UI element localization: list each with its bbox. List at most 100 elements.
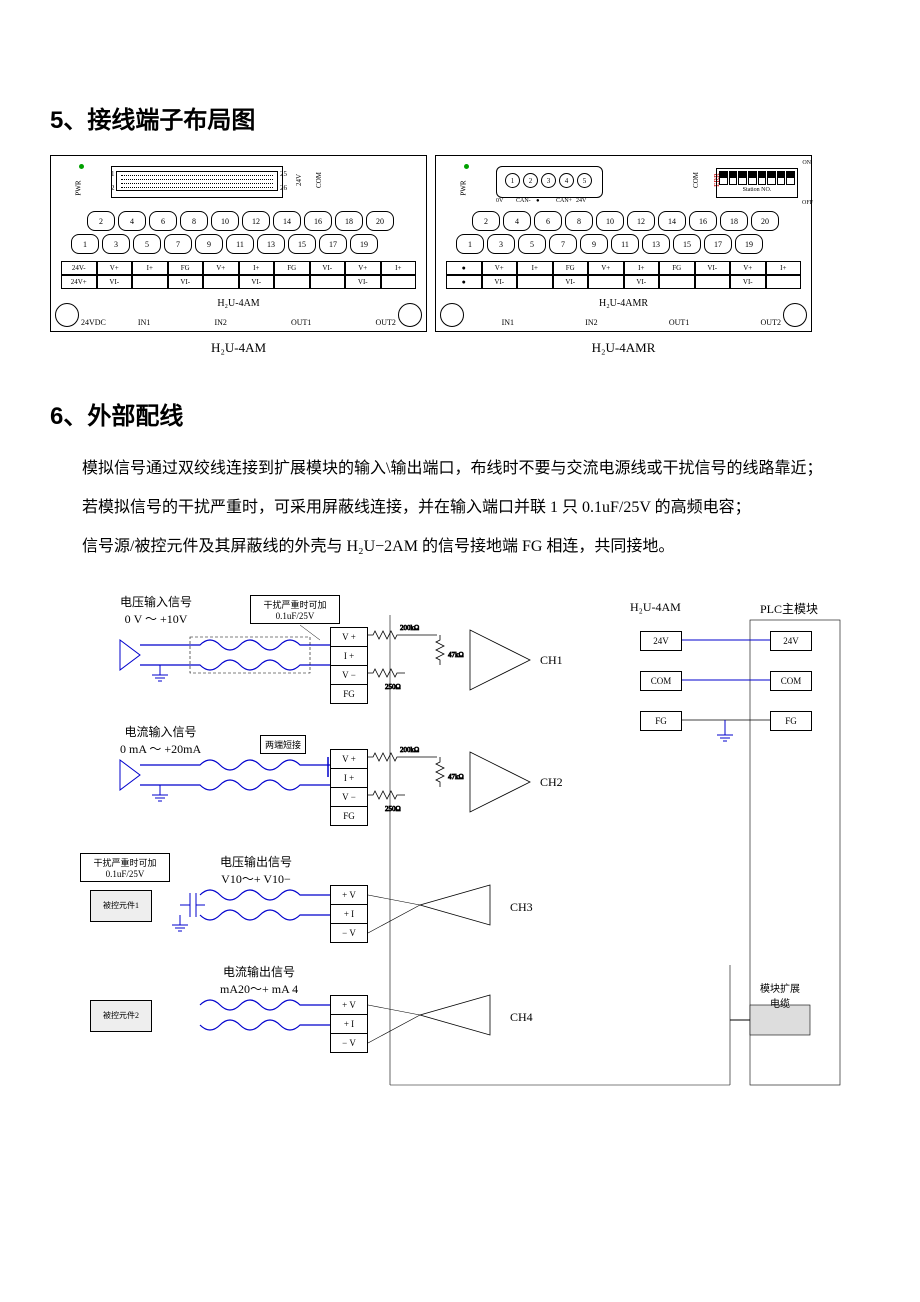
box-com-r: COM: [770, 671, 812, 691]
cell: I+: [239, 261, 275, 275]
cell: 7: [164, 234, 192, 254]
label: IN1: [502, 318, 514, 327]
pin-num: 25: [280, 170, 287, 178]
term-row-even: 2468101214161820: [472, 211, 801, 231]
cell: 15: [673, 234, 701, 254]
cell: 12: [242, 211, 270, 231]
cell: 3: [487, 234, 515, 254]
cell: 8: [180, 211, 208, 231]
box-fg-l: FG: [640, 711, 682, 731]
svg-text:200kΩ: 200kΩ: [400, 624, 419, 632]
canbus-pin: 2: [523, 173, 538, 188]
wiring-diagram: 200kΩ 250Ω 47kΩ 200kΩ 250Ω 47kΩ: [70, 585, 850, 1095]
cell: 17: [319, 234, 347, 254]
cell: 11: [611, 234, 639, 254]
cell: VI-: [553, 275, 589, 289]
corner-icon: [55, 303, 79, 327]
cell: V+: [730, 261, 766, 275]
canbus-sublabel: CAN+: [556, 198, 574, 204]
cell: VI-: [168, 275, 204, 289]
heading-6: 6、外部配线: [50, 396, 870, 431]
heading-5: 5、接线端子布局图: [50, 100, 870, 135]
dip-switch: ON OFF Station NO.: [716, 168, 798, 198]
side-label: COM: [315, 172, 323, 188]
cell: 6: [149, 211, 177, 231]
term-cell: FG: [331, 685, 367, 703]
svg-text:47kΩ: 47kΩ: [448, 651, 464, 659]
terminal-block-right-box: PWR 12345 0VCAN-●CAN+24V COM ERR ON OFF …: [435, 155, 812, 332]
label: 24VDC: [81, 318, 106, 327]
canbus-pin: 5: [577, 173, 592, 188]
ch3-terms: + V+ I− V: [330, 885, 368, 943]
cell: 13: [642, 234, 670, 254]
canbus-pin: 1: [505, 173, 520, 188]
vin-label: 电压输入信号0 V ～ +10V: [120, 593, 192, 627]
cell: [766, 275, 802, 289]
cell: [203, 275, 239, 289]
cell: I+: [766, 261, 802, 275]
term-cell: + V: [331, 886, 367, 905]
cell: [695, 275, 731, 289]
caption-left: H₂U-4AM: [50, 340, 427, 356]
term-cell: V −: [331, 788, 367, 807]
label: OUT1: [291, 318, 311, 327]
module-label: H₂U-4AM: [630, 600, 681, 615]
corner-icon: [440, 303, 464, 327]
canbus-pin: 4: [559, 173, 574, 188]
canbus-sublabels: 0VCAN-●CAN+24V: [496, 198, 594, 204]
load1: 被控元件1: [90, 890, 152, 922]
term-cell: − V: [331, 924, 367, 942]
ch2-terms: V +I +V −FG: [330, 749, 368, 826]
noise-note2: 干扰严重时可加 0.1uF/25V: [80, 853, 170, 882]
ch4-label: CH4: [510, 1010, 533, 1025]
terminal-rows: 2468101214161820 135791113151719: [456, 211, 801, 257]
cell: 11: [226, 234, 254, 254]
terminal-rows: 2468101214161820 135791113151719: [71, 211, 416, 257]
label: OUT2: [375, 318, 395, 327]
cell: [588, 275, 624, 289]
svg-text:250Ω: 250Ω: [385, 805, 401, 813]
label: IN1: [138, 318, 150, 327]
term-cell: V +: [331, 750, 367, 769]
term-cell: V +: [331, 628, 367, 647]
caption-right: H₂U-4AMR: [435, 340, 812, 356]
cell: 7: [549, 234, 577, 254]
dip-on: ON: [802, 160, 811, 166]
cell: VI-: [97, 275, 133, 289]
term-row-odd: 135791113151719: [71, 234, 416, 254]
cell: [517, 275, 553, 289]
wiring-svg: 200kΩ 250Ω 47kΩ 200kΩ 250Ω 47kΩ: [70, 585, 850, 1095]
cell: V+: [482, 261, 518, 275]
svg-text:47kΩ: 47kΩ: [448, 773, 464, 781]
cell: V+: [345, 261, 381, 275]
vout-label: 电压输出信号V10～+ V10−: [220, 853, 292, 887]
cell: 8: [565, 211, 593, 231]
cell: I+: [517, 261, 553, 275]
cell: 14: [658, 211, 686, 231]
cell: VI-: [695, 261, 731, 275]
canbus-sublabel: ●: [536, 198, 554, 204]
label: OUT1: [669, 318, 689, 327]
cell: VI-: [239, 275, 275, 289]
cell: 9: [580, 234, 608, 254]
cell: V+: [203, 261, 239, 275]
cell: 16: [689, 211, 717, 231]
pin-num: 1: [111, 170, 115, 178]
cell: VI-: [482, 275, 518, 289]
corner-icon: [783, 303, 807, 327]
svg-text:250Ω: 250Ω: [385, 683, 401, 691]
side-label: COM: [692, 172, 700, 188]
iin-label: 电流输入信号0 mA ～ +20mA: [120, 723, 201, 757]
cell: 5: [518, 234, 546, 254]
ch4-terms: + V+ I− V: [330, 995, 368, 1053]
model-label: H₂U-4AM: [217, 298, 259, 309]
cell: 15: [288, 234, 316, 254]
term-row-odd: 135791113151719: [456, 234, 801, 254]
label: OUT2: [761, 318, 781, 327]
iout-label: 电流输出信号mA20～+ mA 4: [220, 963, 298, 997]
cell: ●: [446, 261, 482, 275]
dip-station: Station NO.: [717, 187, 797, 193]
pwr-label: PWR: [75, 180, 83, 195]
ch3-label: CH3: [510, 900, 533, 915]
term-cell: I +: [331, 769, 367, 788]
